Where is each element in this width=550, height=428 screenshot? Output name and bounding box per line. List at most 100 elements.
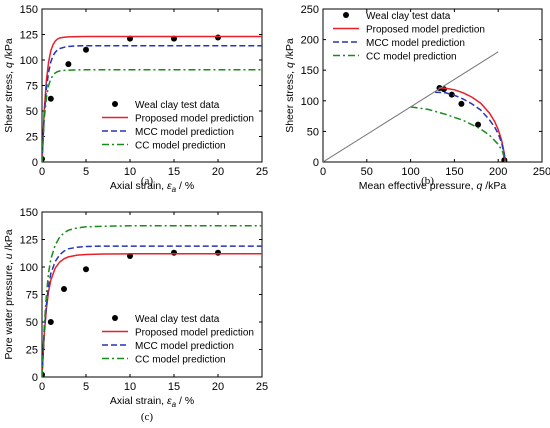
plot-frame bbox=[41, 211, 263, 378]
y-tick-label: 150 bbox=[20, 207, 38, 219]
data-point bbox=[61, 286, 67, 292]
y-axis-label-unit: /kPa bbox=[3, 38, 15, 62]
data-point bbox=[65, 61, 72, 68]
series-line bbox=[438, 87, 506, 162]
y-axis-label-symbol: q bbox=[284, 62, 296, 68]
chart-panel-3: 0 5 10 15 20 25 0 25 50 75 100 125 150 Weal clay test… bbox=[3, 207, 268, 423]
plot-area bbox=[42, 34, 262, 162]
series-line bbox=[435, 91, 506, 162]
x-axis-label-unit: / % bbox=[176, 180, 194, 192]
y-tick-label: 25 bbox=[26, 345, 38, 357]
legend-label: MCC model prediction bbox=[135, 127, 234, 138]
chart-panel-1: 0 5 10 15 20 25 0 25 50 75 100 125 150 Weal clay test… bbox=[3, 4, 268, 194]
legend-label: MCC model prediction bbox=[135, 341, 234, 352]
y-axis-label-unit: /kPa bbox=[3, 229, 15, 253]
x-tick-label: 250 bbox=[533, 166, 550, 178]
plot-area bbox=[323, 51, 508, 162]
plot-frame bbox=[41, 8, 263, 163]
series-line bbox=[42, 44, 262, 162]
data-point bbox=[83, 46, 89, 53]
legend-label: CC model prediction bbox=[135, 355, 226, 366]
series-line bbox=[42, 68, 262, 162]
y-tick-label: 150 bbox=[301, 65, 319, 77]
legend-label: Proposed model prediction bbox=[366, 25, 485, 36]
y-axis-label: Shear stress, q /kPa bbox=[3, 38, 15, 133]
x-tick-label: 25 bbox=[256, 166, 268, 178]
legend-marker bbox=[112, 101, 118, 107]
x-tick-label: 0 bbox=[39, 381, 45, 393]
x-axis-label-subscript: a bbox=[172, 185, 177, 194]
series-line bbox=[42, 35, 262, 162]
legend-marker bbox=[112, 315, 118, 321]
x-tick-label: 10 bbox=[124, 381, 136, 393]
panel-caption: (c) bbox=[141, 411, 154, 423]
y-axis-label-unit: /kPa bbox=[284, 38, 296, 62]
series-line bbox=[42, 245, 262, 377]
plot-area bbox=[42, 225, 262, 377]
legend-label: Weal clay test data bbox=[135, 100, 220, 111]
x-tick-label: 100 bbox=[401, 166, 419, 178]
y-tick-label: 50 bbox=[26, 106, 38, 118]
data-point bbox=[83, 266, 89, 273]
y-tick-label: 100 bbox=[301, 96, 319, 108]
y-tick-label: 0 bbox=[32, 157, 38, 169]
y-tick-label: 0 bbox=[313, 157, 319, 169]
y-axis-label: Pore water pressure, u /kPa bbox=[3, 229, 15, 359]
x-tick-label: 50 bbox=[361, 166, 373, 178]
y-tick-label: 200 bbox=[301, 35, 319, 47]
x-axis-label: Axial strain, εa / % bbox=[110, 180, 194, 194]
data-point bbox=[47, 95, 54, 102]
x-axis-label-prefix: Axial strain, bbox=[110, 395, 167, 407]
y-tick-label: 50 bbox=[26, 317, 38, 329]
legend-label: Proposed model prediction bbox=[135, 114, 254, 125]
x-axis-label-prefix: Mean effective pressure, bbox=[359, 180, 477, 192]
legend-label: CC model prediction bbox=[135, 141, 226, 152]
y-tick-label: 125 bbox=[20, 30, 38, 42]
x-axis-label: Axial strain, εa / % bbox=[110, 395, 194, 409]
panel-caption: (a) bbox=[141, 175, 154, 187]
y-axis-label-symbol: q bbox=[3, 62, 15, 68]
legend-marker bbox=[343, 12, 349, 18]
x-axis-label-prefix: Axial strain, bbox=[110, 180, 167, 192]
x-tick-label: 0 bbox=[320, 166, 326, 178]
legend-label: MCC model prediction bbox=[366, 38, 465, 49]
y-tick-label: 75 bbox=[26, 290, 38, 302]
x-axis-label-unit: /kPa bbox=[482, 180, 506, 192]
y-axis-label: Sheer stress, q /kPa bbox=[284, 38, 296, 133]
y-axis-label-prefix: Sheer stress, bbox=[284, 68, 296, 133]
series-line bbox=[42, 225, 262, 377]
y-axis-label-prefix: Pore water pressure, bbox=[3, 259, 15, 359]
legend-label: Weal clay test data bbox=[366, 11, 451, 22]
legend-label: Proposed model prediction bbox=[135, 328, 254, 339]
x-axis-label-subscript: a bbox=[172, 400, 177, 409]
x-tick-label: 0 bbox=[39, 166, 45, 178]
y-axis-label-symbol: u bbox=[3, 253, 15, 259]
x-tick-label: 15 bbox=[168, 166, 180, 178]
y-tick-label: 50 bbox=[307, 126, 319, 138]
x-tick-label: 5 bbox=[83, 166, 89, 178]
y-tick-label: 0 bbox=[32, 372, 38, 384]
x-tick-label: 20 bbox=[212, 166, 224, 178]
data-point bbox=[47, 319, 54, 325]
x-axis-label-symbol: q bbox=[476, 180, 482, 192]
x-tick-label: 20 bbox=[212, 381, 224, 393]
x-tick-label: 10 bbox=[124, 166, 136, 178]
x-axis-label-symbol: ε bbox=[167, 180, 172, 192]
x-tick-label: 5 bbox=[83, 381, 89, 393]
data-point bbox=[448, 91, 455, 98]
y-tick-label: 100 bbox=[20, 55, 38, 67]
data-point bbox=[215, 34, 221, 41]
x-tick-label: 150 bbox=[445, 166, 463, 178]
series-line bbox=[42, 253, 262, 377]
x-tick-label: 200 bbox=[489, 166, 507, 178]
x-axis-label: Mean effective pressure, q /kPa bbox=[359, 180, 507, 192]
y-axis-label-prefix: Shear stress, bbox=[3, 68, 15, 133]
data-point bbox=[458, 100, 465, 107]
y-tick-label: 100 bbox=[20, 262, 38, 274]
legend-label: CC model prediction bbox=[366, 52, 457, 63]
data-point bbox=[215, 249, 221, 256]
chart-panel-2: 0 50 100 150 200 250 0 50 100 150 200 250 Weal clay … bbox=[284, 4, 550, 192]
data-point bbox=[171, 249, 177, 256]
y-tick-label: 75 bbox=[26, 81, 38, 93]
